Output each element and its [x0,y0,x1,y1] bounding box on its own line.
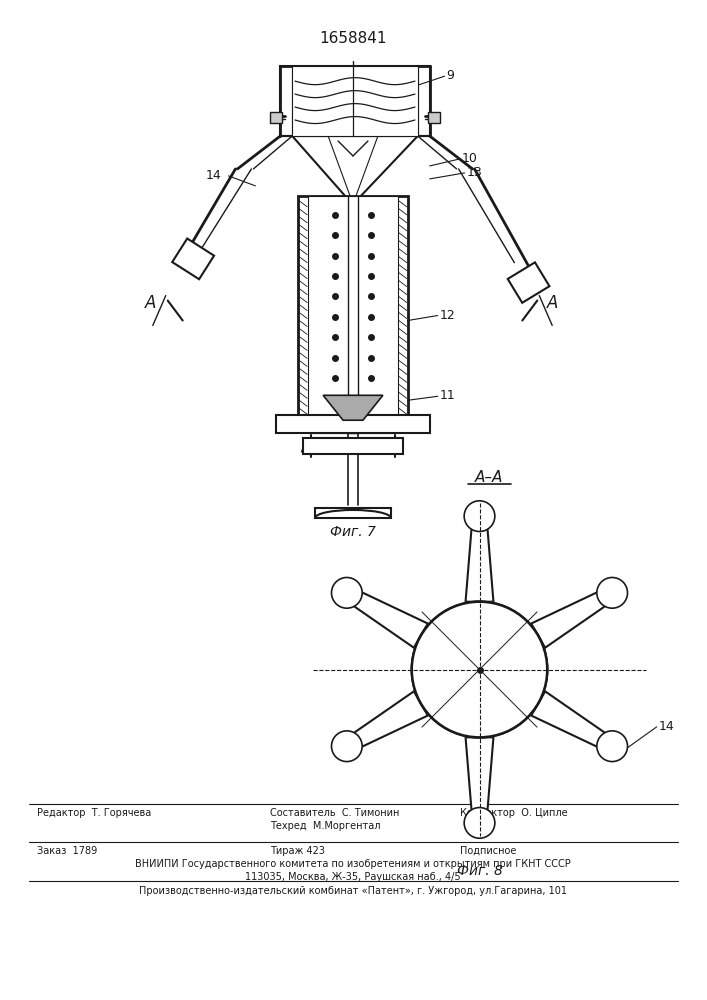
Text: 12: 12 [440,309,455,322]
Text: Техред  М.Моргентал: Техред М.Моргентал [270,821,381,831]
Polygon shape [173,239,214,279]
Text: Тираж 423: Тираж 423 [270,846,325,856]
Polygon shape [351,591,428,648]
Circle shape [597,731,628,762]
Circle shape [332,731,362,762]
Bar [315,508,391,518]
Text: 9: 9 [447,69,455,82]
Polygon shape [465,737,493,814]
Text: 1658841: 1658841 [320,31,387,46]
Text: Подписное: Подписное [460,846,516,856]
Text: 14: 14 [206,169,221,182]
Text: Составитель  С. Тимонин: Составитель С. Тимонин [270,808,399,818]
Polygon shape [465,525,493,602]
Text: 10: 10 [462,152,477,165]
Polygon shape [531,691,609,748]
Bar [428,112,440,123]
Bar [276,415,430,433]
Text: Производственно-издательский комбинат «Патент», г. Ужгород, ул.Гагарина, 101: Производственно-издательский комбинат «П… [139,886,567,896]
Text: Фиг. 8: Фиг. 8 [457,864,503,878]
Circle shape [597,577,628,608]
Text: А: А [547,294,559,312]
Bar [292,66,418,136]
Circle shape [464,808,495,838]
Polygon shape [351,691,428,748]
Circle shape [464,501,495,532]
Text: 11: 11 [440,389,455,402]
Text: 113035, Москва, Ж-35, Раушская наб., 4/5: 113035, Москва, Ж-35, Раушская наб., 4/5 [245,872,461,882]
Text: Фиг. 7: Фиг. 7 [330,525,376,539]
Text: Редактор  Т. Горячева: Редактор Т. Горячева [37,808,151,818]
Bar [308,196,398,415]
Circle shape [332,577,362,608]
Bar [308,415,398,433]
Bar [298,196,408,415]
Circle shape [411,602,547,737]
Bar [303,438,403,454]
Text: Заказ  1789: Заказ 1789 [37,846,98,856]
Text: А: А [145,294,156,312]
Polygon shape [508,262,549,303]
Polygon shape [323,395,383,420]
Polygon shape [531,591,609,648]
Bar [280,66,430,136]
Text: Корректор  О. Ципле: Корректор О. Ципле [460,808,567,818]
Text: A–A: A–A [475,470,503,485]
Circle shape [411,602,547,737]
Bar [270,112,282,123]
Text: 14: 14 [659,720,674,733]
Text: 13: 13 [467,166,482,179]
Text: ВНИИПИ Государственного комитета по изобретениям и открытиям при ГКНТ СССР: ВНИИПИ Государственного комитета по изоб… [135,859,571,869]
